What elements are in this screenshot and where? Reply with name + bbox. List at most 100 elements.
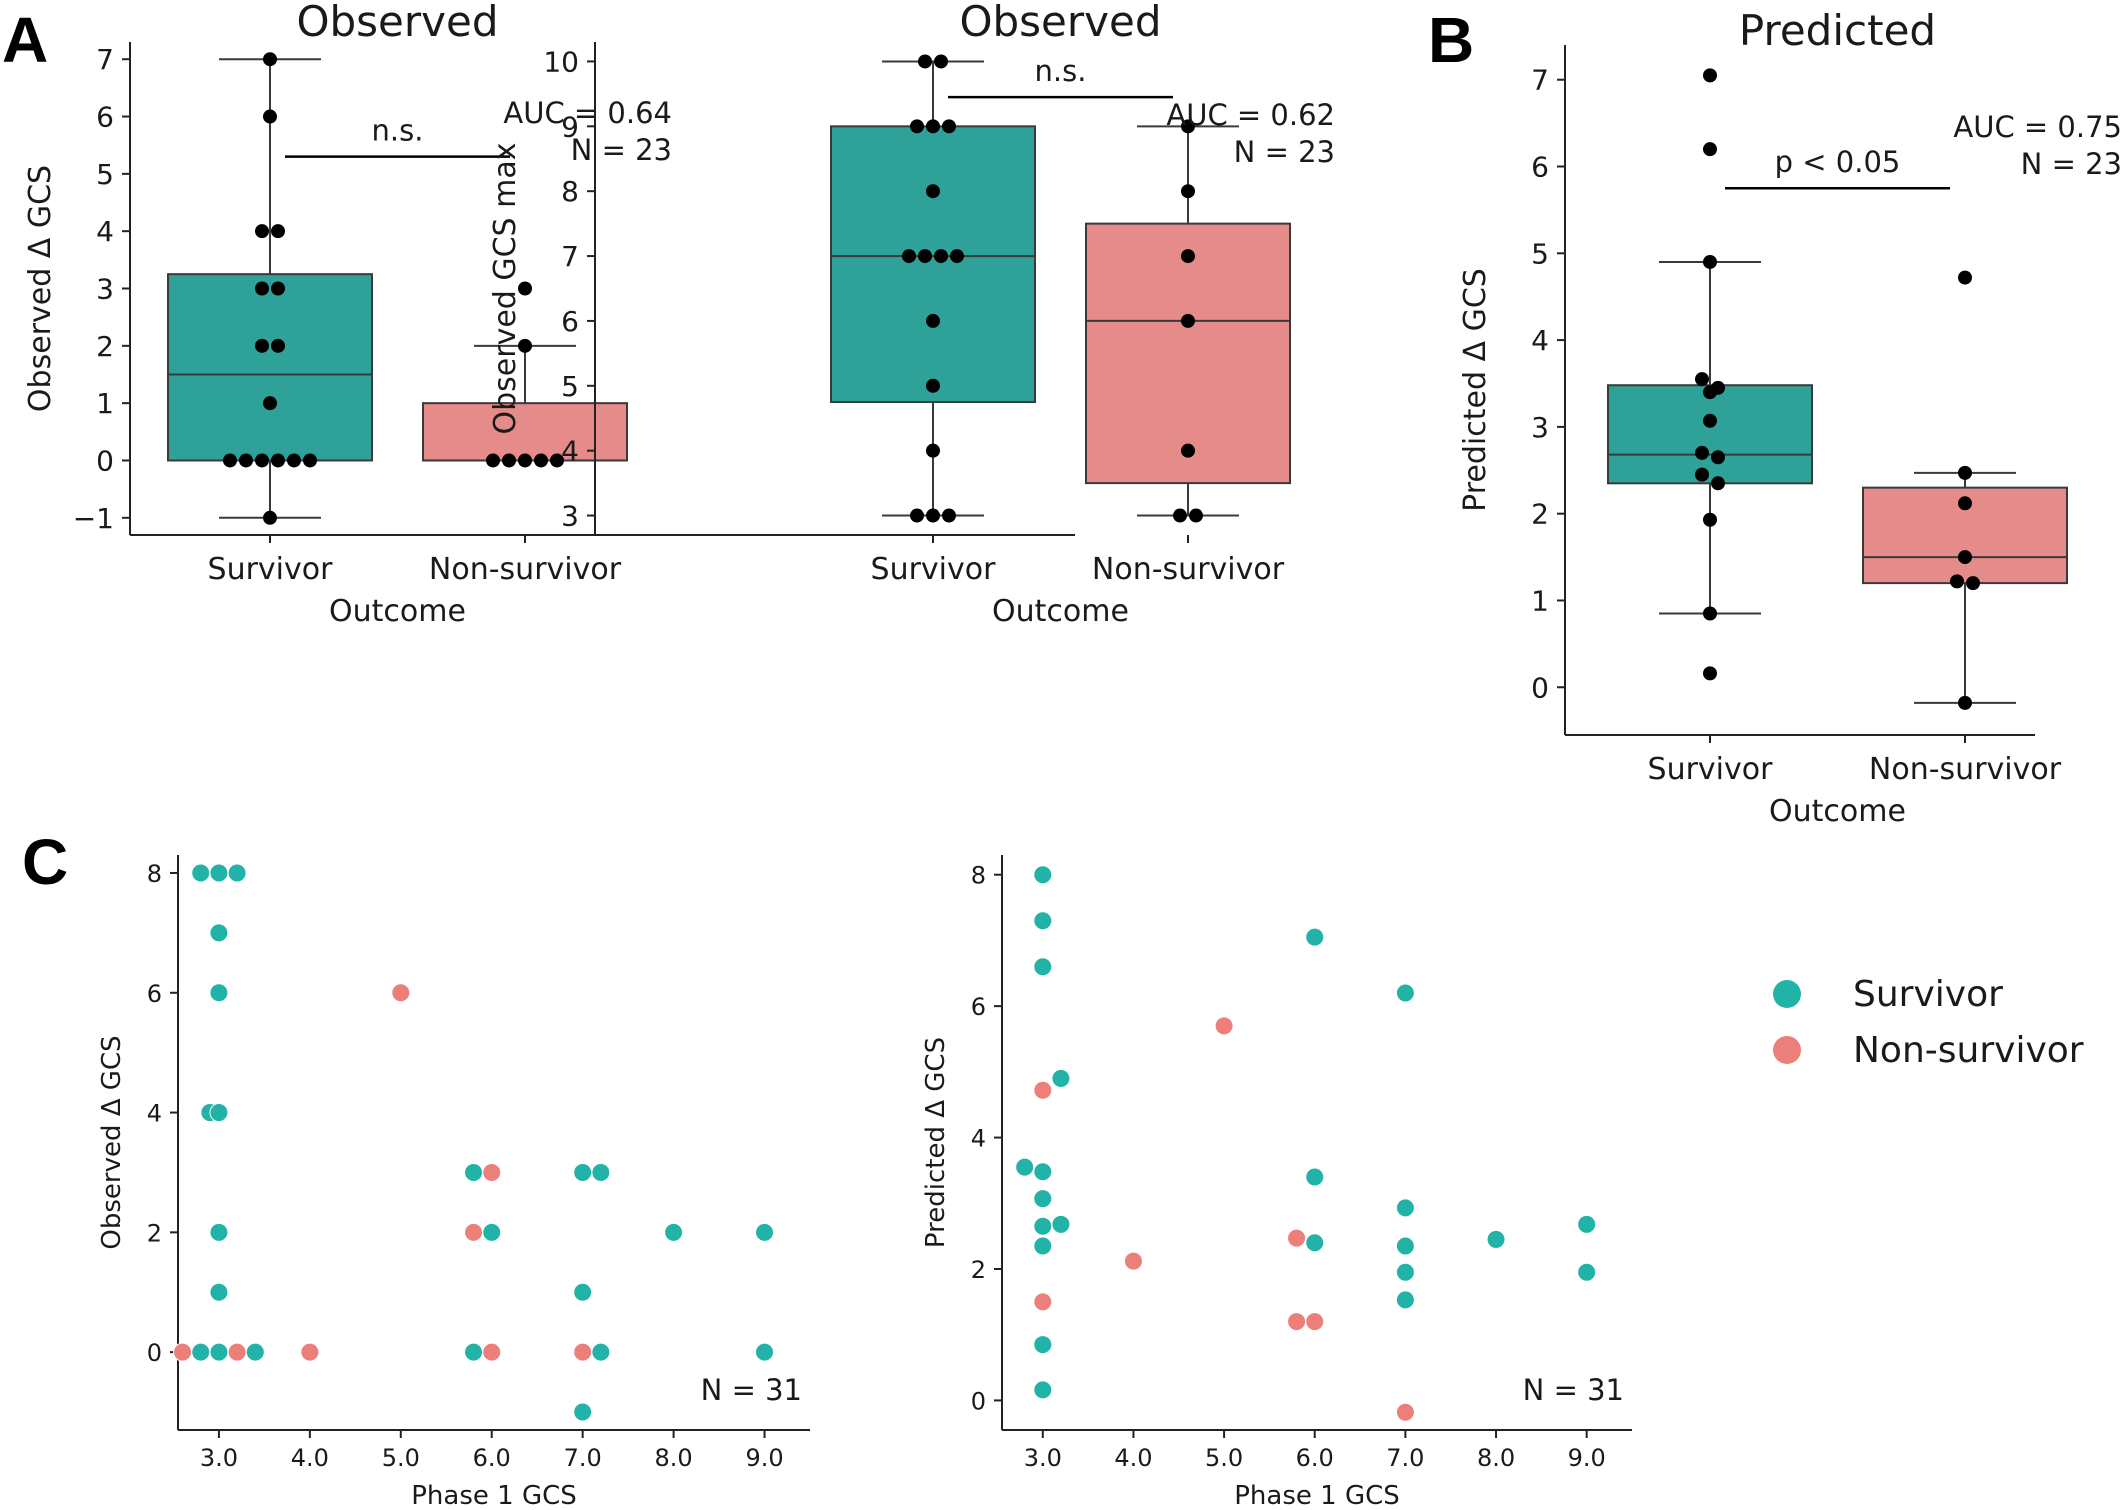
y-tick-label: 2 (971, 1256, 986, 1284)
y-tick-label: 8 (971, 862, 986, 890)
data-point (1703, 512, 1717, 527)
box-chart-predicted-delta-gcs: 0 1 2 3 4 5 6 7 Survivor Non-survivor Outcome Predi… (1458, 6, 2122, 829)
y-tick-label: 4 (561, 435, 579, 468)
y-tick-label: 2 (147, 1219, 162, 1247)
data-point (486, 453, 500, 468)
scatter-point-survivor (573, 1282, 593, 1302)
scatter-point-survivor (591, 1162, 611, 1182)
data-point (1958, 496, 1972, 511)
y-tick-label: 4 (1531, 324, 1549, 357)
n-label: N = 23 (2021, 147, 2122, 181)
data-point (1950, 574, 1964, 589)
scatter-point-survivor (209, 1282, 229, 1302)
n-label: N = 23 (571, 133, 672, 167)
scatter-point-nonsurvivor (1305, 1312, 1325, 1332)
data-point (926, 119, 940, 134)
data-point (1181, 443, 1195, 458)
scatter-point-survivor (464, 1342, 484, 1362)
data-point (271, 224, 285, 239)
y-tick-label: 6 (561, 305, 579, 338)
x-tick-label: 4.0 (1114, 1444, 1152, 1472)
data-point (1695, 445, 1709, 460)
x-tick-label: Non-survivor (1869, 752, 2062, 787)
y-tick-label: 3 (96, 273, 114, 306)
scatter-point-survivor (1033, 1380, 1053, 1400)
scatter-point-survivor (1051, 1068, 1071, 1088)
scatter-point-survivor (1033, 911, 1053, 931)
legend-marker-survivor (1773, 980, 1801, 1008)
scatter-point-survivor (1033, 1216, 1053, 1236)
data-point (942, 508, 956, 523)
panel-label-a: A (2, 4, 48, 76)
scatter-point-nonsurvivor (173, 1342, 193, 1362)
y-tick-label: 6 (147, 980, 162, 1008)
panel-label-b: B (1428, 4, 1474, 76)
y-tick-label: 9 (561, 110, 579, 143)
scatter-point-nonsurvivor (573, 1342, 593, 1362)
auc-label: AUC = 0.62 (1166, 98, 1335, 132)
data-point (255, 281, 269, 296)
legend: Survivor Non-survivor (1773, 974, 2084, 1071)
data-point (918, 54, 932, 69)
data-point (518, 453, 532, 468)
data-point (1703, 606, 1717, 621)
scatter-point-survivor (209, 863, 229, 883)
x-tick-label: 9.0 (1568, 1444, 1606, 1472)
auc-label: AUC = 0.75 (1953, 110, 2122, 144)
scatter-point-survivor (1033, 1162, 1053, 1182)
x-tick-label: Survivor (1648, 752, 1774, 787)
data-point (1711, 450, 1725, 465)
scatter-point-survivor (1395, 983, 1415, 1003)
y-tick-label: 6 (1531, 151, 1549, 184)
scatter-point-nonsurvivor (1033, 1080, 1053, 1100)
data-point (263, 52, 277, 67)
panel-label-c: C (22, 826, 68, 898)
y-tick-label: 1 (96, 387, 114, 420)
data-point (1711, 476, 1725, 491)
box-nonsurvivor (1085, 222, 1291, 485)
box-survivor (830, 125, 1036, 404)
box-chart-observed-gcs-max: 3 4 5 6 7 8 9 10 Survivor Non-survivor Outcome Obse… (488, 0, 1335, 629)
y-tick-label: 5 (561, 370, 579, 403)
scatter-point-survivor (482, 1222, 502, 1242)
y-tick-label: 4 (971, 1125, 986, 1153)
data-point (271, 453, 285, 468)
data-point (934, 54, 948, 69)
scatter-point-survivor (1577, 1214, 1597, 1234)
scatter-point-survivor (209, 1103, 229, 1123)
data-point (518, 338, 532, 353)
data-point (942, 119, 956, 134)
y-tick-label: 6 (971, 993, 986, 1021)
data-point (926, 443, 940, 458)
y-tick-label: 0 (96, 444, 114, 477)
data-point (502, 453, 516, 468)
data-point (1703, 254, 1717, 269)
data-point (534, 453, 548, 468)
scatter-point-survivor (209, 923, 229, 943)
y-tick-label: 0 (147, 1339, 162, 1367)
chart-title: Predicted (1739, 6, 1936, 55)
y-tick-label: 4 (96, 215, 114, 248)
y-tick-label: 0 (1531, 671, 1549, 704)
data-point (902, 249, 916, 264)
significance-label: p < 0.05 (1775, 145, 1901, 179)
y-tick-label: 1 (1531, 584, 1549, 617)
y-tick-label: 2 (96, 330, 114, 363)
data-point (1703, 385, 1717, 400)
y-axis-label: Predicted Δ GCS (921, 1037, 951, 1248)
data-point (910, 508, 924, 523)
scatter-point-survivor (591, 1342, 611, 1362)
significance-label: n.s. (1035, 54, 1087, 88)
scatter-point-survivor (1577, 1262, 1597, 1282)
box-chart-observed-delta-gcs: −1 0 1 2 3 4 5 6 7 Survivor Non-survivor Outcome Obs… (23, 0, 672, 629)
data-point (926, 184, 940, 199)
data-point (1703, 413, 1717, 428)
y-tick-label: 3 (561, 500, 579, 533)
data-point (1958, 695, 1972, 710)
x-axis-label: Outcome (1769, 794, 1906, 829)
scatter-point-survivor (245, 1342, 265, 1362)
scatter-point-survivor (573, 1162, 593, 1182)
y-tick-label: −1 (73, 502, 114, 535)
scatter-point-survivor (755, 1222, 775, 1242)
data-point (550, 453, 564, 468)
